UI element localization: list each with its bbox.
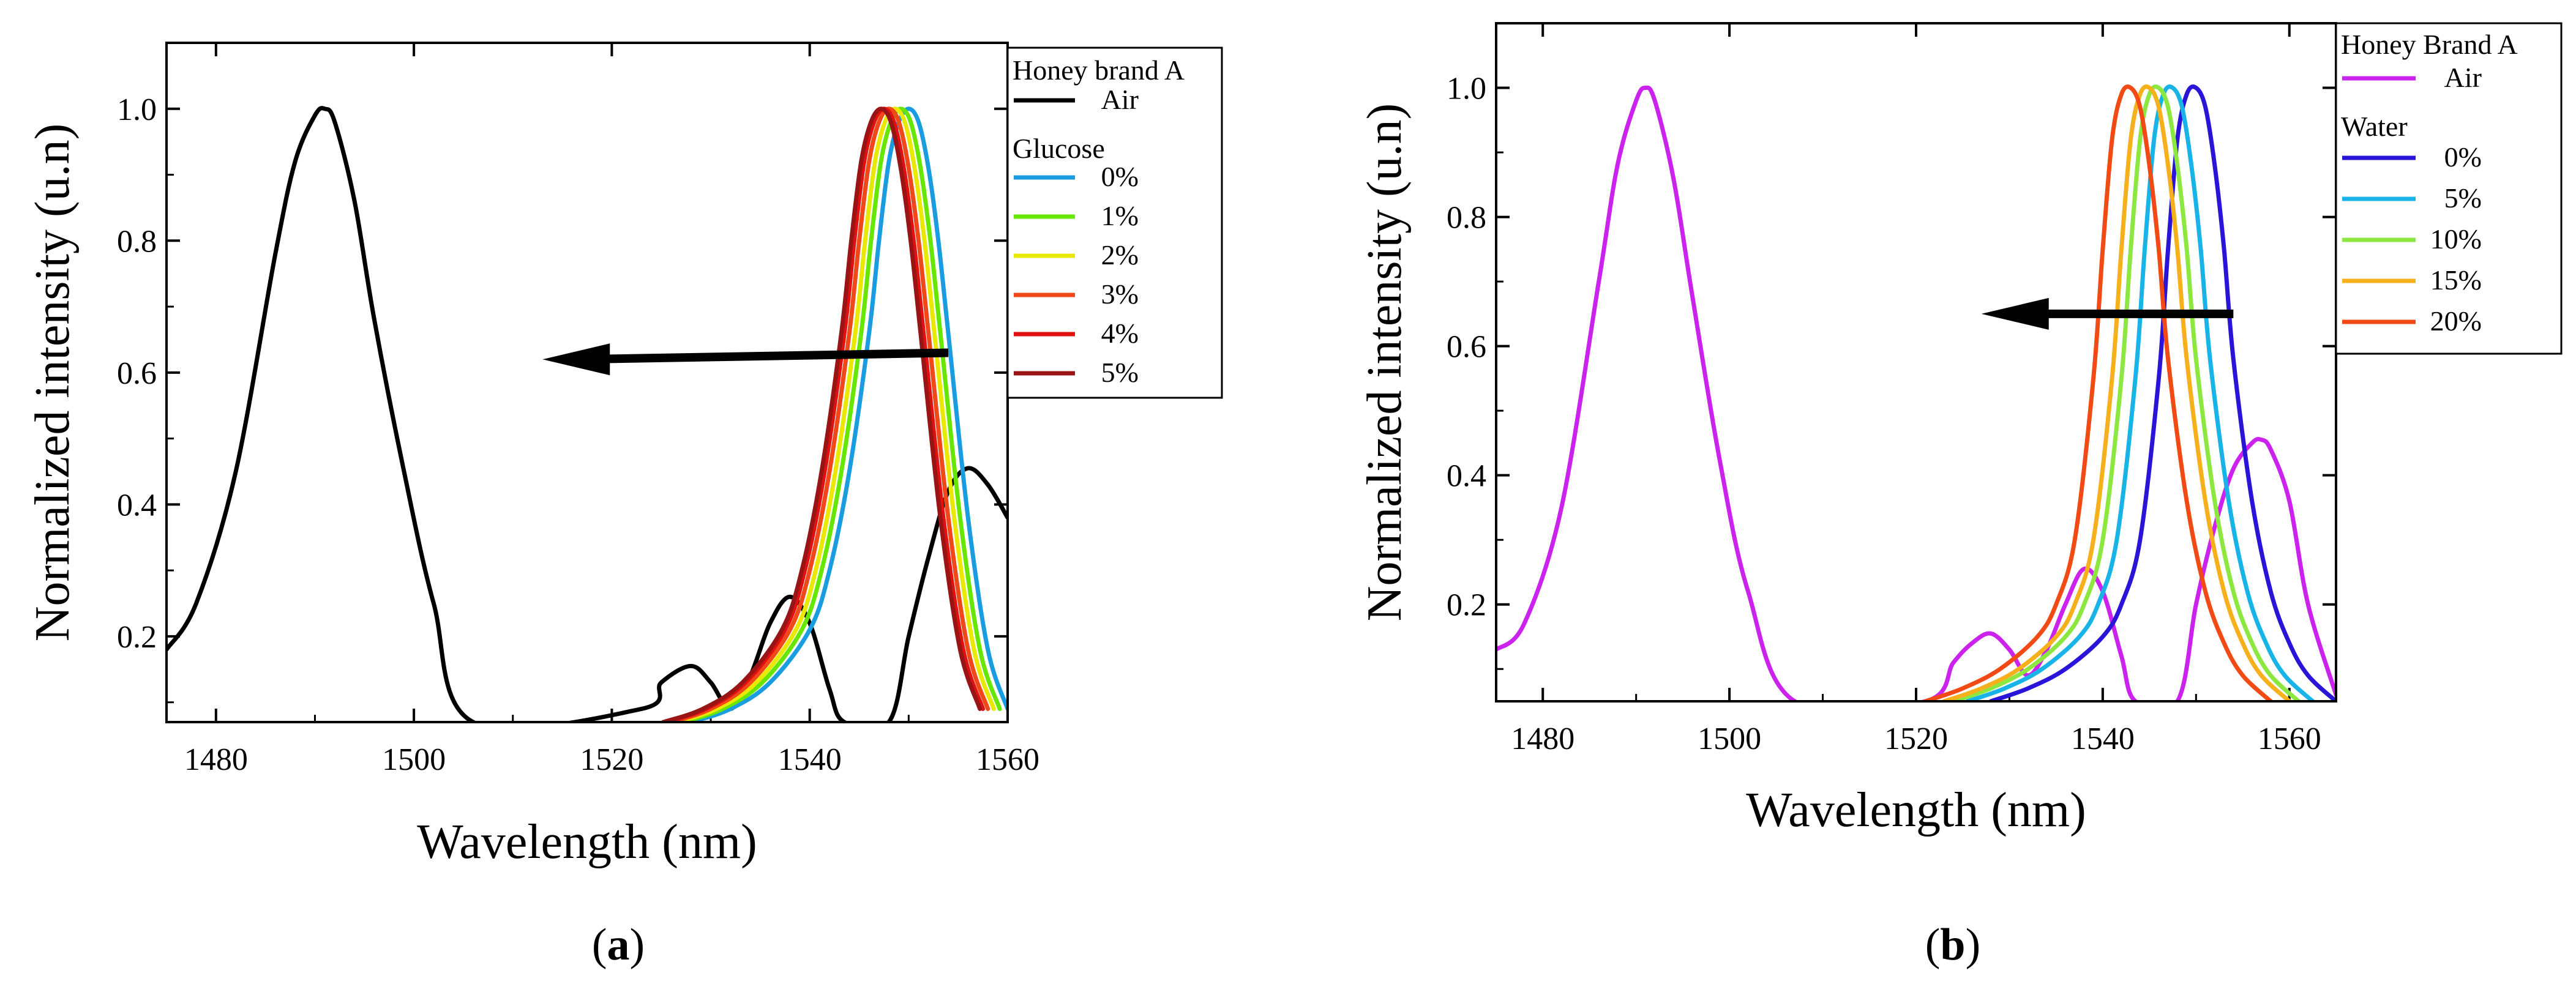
legend-group-title-b: Water <box>2341 111 2408 142</box>
legend-label: 4% <box>1101 318 1139 349</box>
legend-label: 0% <box>2444 141 2482 173</box>
shift-arrow-b <box>1981 297 2234 330</box>
legend-title-a: Honey brand A <box>1013 54 1185 86</box>
series-line-20pct <box>1923 84 2273 701</box>
legend-label: 0% <box>1101 161 1139 192</box>
y-tick-label: 0.2 <box>1447 588 1486 623</box>
x-axis-label-b: Wavelength (nm) <box>1746 783 2086 837</box>
legend-entries-b: 0% 5% 10% 15% 20% <box>2342 141 2482 337</box>
tick-labels-a: 1480 1500 1520 1540 1560 0.2 0.4 0.6 0.8 1.0 <box>117 92 1039 777</box>
legend-label: 1% <box>1101 200 1139 231</box>
y-tick-label: 0.6 <box>1447 330 1486 365</box>
x-tick-label: 1500 <box>382 742 446 777</box>
y-tick-label: 0.4 <box>1447 459 1486 494</box>
panel-label-b-letter: b <box>1940 920 1965 970</box>
x-tick-label: 1480 <box>1511 721 1574 756</box>
series-line-4pct <box>664 106 986 722</box>
legend-label: 15% <box>2430 264 2482 296</box>
series-line-1pct <box>681 106 1002 722</box>
legend-a: Honey brand A Air Glucose 0% 1% 2% 3% 4% 5% <box>1006 47 1223 399</box>
series-group-a <box>167 106 1008 722</box>
x-tick-label: 1560 <box>2258 721 2321 756</box>
y-tick-label: 1.0 <box>1447 72 1486 106</box>
arrow-shaft <box>579 348 949 364</box>
legend-entries-air-a: Air <box>1014 84 1139 115</box>
y-tick-label: 0.6 <box>117 356 157 391</box>
y-tick-label: 0.8 <box>1447 201 1486 236</box>
series-line-air <box>1496 85 2336 701</box>
shift-arrow-a <box>542 343 949 376</box>
panel-label-a: (a) <box>592 920 645 970</box>
legend-label: Air <box>2444 62 2482 93</box>
tick-labels-b: 1480 1500 1520 1540 1560 0.2 0.4 0.6 0.8 1.0 <box>1447 72 2321 756</box>
legend-label: 5% <box>1101 357 1139 388</box>
panel-label-a-letter: a <box>607 920 630 970</box>
y-tick-label: 0.8 <box>117 224 157 259</box>
series-line-2pct <box>675 106 996 722</box>
legend-title-b: Honey Brand A <box>2341 29 2518 60</box>
axis-ticks-b <box>1496 23 2336 701</box>
legend-entries-air-b: Air <box>2342 62 2482 93</box>
x-tick-label: 1540 <box>2071 721 2135 756</box>
legend-b: Honey Brand A Air Water 0% 5% 10% 15% 20% <box>2335 22 2563 355</box>
series-line-5pct <box>661 106 983 722</box>
legend-label: Air <box>1101 84 1139 115</box>
y-tick-label: 0.4 <box>117 488 157 523</box>
x-tick-label: 1540 <box>778 742 842 777</box>
x-tick-label: 1500 <box>1698 721 1761 756</box>
x-tick-label: 1520 <box>580 742 643 777</box>
x-tick-label: 1520 <box>1884 721 1948 756</box>
arrow-head <box>542 343 610 376</box>
x-axis-label-a: Wavelength (nm) <box>417 815 757 869</box>
chart-panel-b: 1480 1500 1520 1540 1560 0.2 0.4 0.6 0.8 1.0 Wave… <box>1358 22 2563 970</box>
y-axis-label-a: Normalized intensity (u.n) <box>26 124 80 641</box>
panel-label-b: (b) <box>1925 920 1980 970</box>
legend-box-a <box>1006 47 1223 399</box>
legend-label: 10% <box>2430 223 2482 255</box>
y-tick-label: 0.2 <box>117 620 157 655</box>
legend-label: 2% <box>1101 239 1139 270</box>
series-line-0pct <box>1988 84 2336 701</box>
legend-label: 5% <box>2444 182 2482 214</box>
legend-entries-a: 0% 1% 2% 3% 4% 5% <box>1014 161 1139 388</box>
legend-label: 20% <box>2430 305 2482 337</box>
series-group-b <box>1496 84 2336 701</box>
y-tick-label: 1.0 <box>117 92 157 127</box>
series-line-15pct <box>1942 84 2292 701</box>
x-tick-label: 1480 <box>184 742 248 777</box>
legend-label: 3% <box>1101 278 1139 310</box>
x-tick-label: 1560 <box>976 742 1039 777</box>
arrow-head <box>1981 297 2049 330</box>
chart-panel-a: 1480 1500 1520 1540 1560 0.2 0.4 0.6 0.8 1.0 Wave… <box>26 42 1223 970</box>
series-line-3pct <box>668 106 990 722</box>
y-axis-label-b: Normalized intensity (u.n) <box>1358 103 1412 621</box>
series-line-air <box>167 106 1008 722</box>
series-line-5pct <box>1965 84 2315 701</box>
plot-frame-b <box>1495 22 2337 703</box>
legend-group-title-a: Glucose <box>1013 133 1105 164</box>
